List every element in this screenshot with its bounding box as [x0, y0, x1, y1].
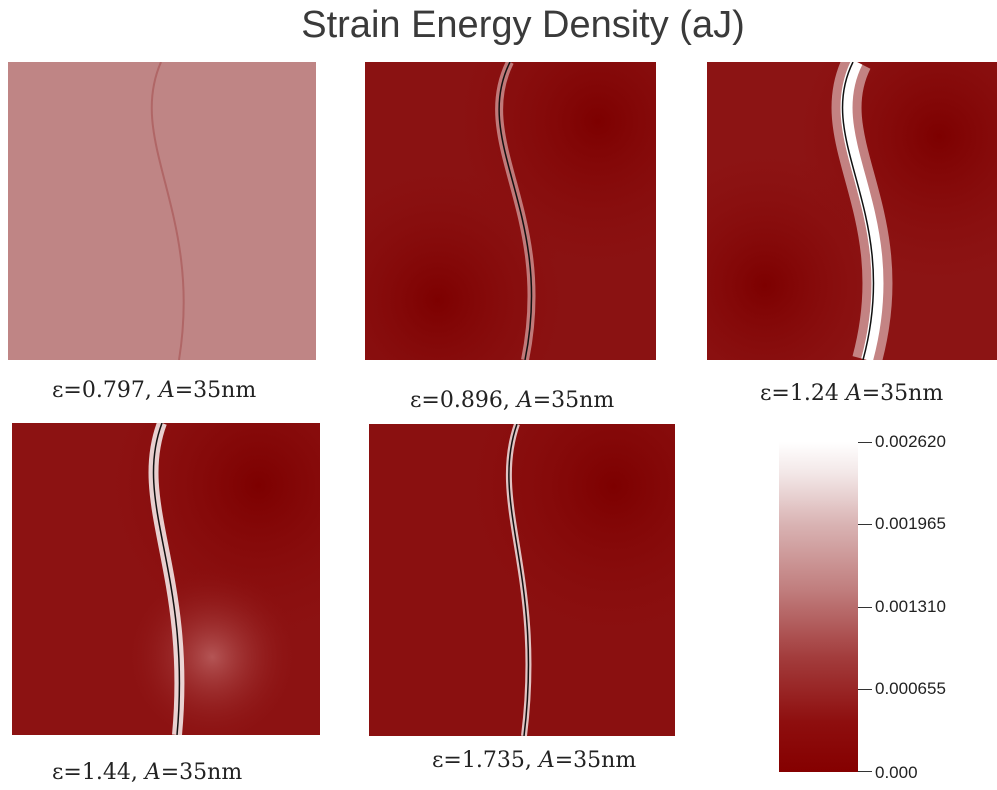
panel-4-heatmap	[12, 423, 320, 735]
colorbar-tick-label: 0.002620	[875, 432, 946, 451]
panel-3-caption: ε=1.24 A=35nm	[760, 381, 944, 406]
panel-2-caption: ε=0.896, A=35nm	[410, 388, 615, 413]
panel-1-caption: ε=0.797, A=35nm	[52, 378, 257, 403]
panel-4-caption: ε=1.44, A=35nm	[52, 760, 243, 785]
panel-2-heatmap	[365, 62, 656, 360]
colorbar-tick-label: 0.001965	[875, 514, 946, 533]
colorbar-tick	[858, 771, 872, 772]
colorbar-tick	[858, 607, 872, 608]
colorbar	[779, 442, 858, 772]
panel-5-caption: ε=1.735, A=35nm	[432, 748, 637, 773]
colorbar-tick-label: 0.000	[875, 763, 918, 782]
figure-title: Strain Energy Density (aJ)	[301, 4, 745, 46]
panel-5-heatmap	[369, 424, 675, 736]
colorbar-tick-label: 0.000655	[875, 679, 946, 698]
panel-3-heatmap	[707, 62, 997, 360]
colorbar-tick	[858, 689, 872, 690]
colorbar-tick	[858, 442, 872, 443]
colorbar-tick	[858, 524, 872, 525]
panel-1-heatmap	[8, 62, 316, 360]
colorbar-tick-label: 0.001310	[875, 597, 946, 616]
